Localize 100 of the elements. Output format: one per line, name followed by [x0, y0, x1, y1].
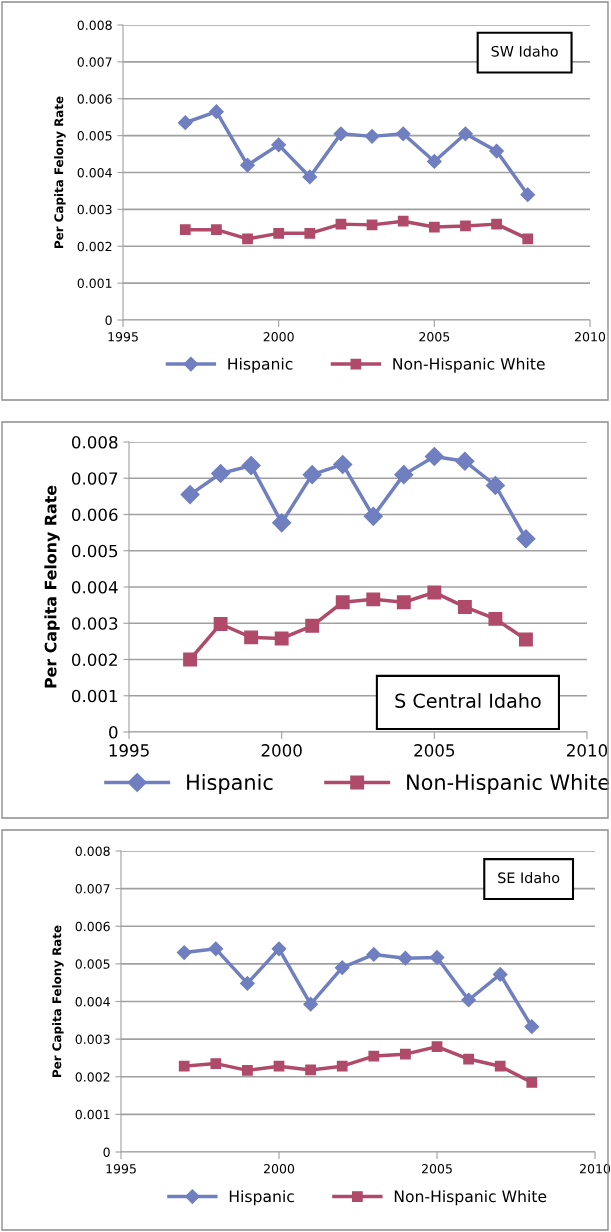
point	[210, 1058, 222, 1069]
y-axis-title: Per Capita Felony Rate	[44, 485, 60, 688]
point	[211, 464, 231, 484]
point	[457, 599, 472, 614]
x-tick-label: 2010	[575, 332, 606, 342]
point	[305, 1064, 316, 1076]
point	[494, 1060, 506, 1072]
point	[180, 485, 200, 505]
point	[524, 1019, 540, 1035]
x-tick-label: 1995	[109, 744, 149, 757]
y-tick-label: 0.001	[75, 1109, 110, 1120]
y-tick-label: 0.005	[75, 959, 110, 969]
y-tick-label: 0	[109, 725, 118, 739]
point	[522, 233, 534, 245]
x-tick-label: 2005	[419, 332, 450, 342]
y-tick-label: 0.003	[71, 617, 118, 630]
point	[179, 224, 191, 236]
point	[272, 513, 292, 533]
point	[335, 218, 347, 230]
annotation: SE Idaho	[498, 872, 560, 884]
x-tick-label: 1995	[106, 1164, 136, 1174]
y-tick-label: 0.007	[71, 472, 118, 485]
point	[177, 115, 193, 131]
point	[431, 1041, 443, 1053]
point	[366, 947, 382, 962]
y-axis-title: Per Capita Felony Rate	[52, 925, 64, 1077]
point	[242, 1064, 253, 1076]
point	[208, 941, 224, 957]
point	[176, 945, 192, 960]
y-tick-label: 0.008	[77, 20, 112, 30]
point	[455, 451, 475, 471]
point	[520, 187, 536, 202]
y-tick-label: 0.005	[71, 544, 118, 558]
point	[488, 611, 503, 626]
point	[489, 143, 504, 159]
point	[428, 221, 440, 233]
x-tick-label: 2005	[414, 744, 455, 757]
legend-label: Non-Hispanic White	[407, 773, 609, 795]
point	[400, 1048, 411, 1060]
point	[463, 1053, 474, 1065]
point	[302, 169, 318, 185]
x-tick-label: 1995	[108, 332, 138, 342]
point	[334, 960, 350, 975]
point	[242, 233, 253, 245]
point	[368, 1050, 380, 1062]
point	[211, 224, 222, 236]
x-tick-label: 2000	[264, 1164, 295, 1174]
point	[394, 465, 414, 485]
x-tick-label: 2010	[580, 1164, 611, 1174]
point	[302, 465, 322, 485]
y-tick-label: 0.006	[71, 508, 118, 522]
point	[333, 126, 349, 142]
point	[366, 219, 378, 231]
point	[303, 996, 318, 1012]
y-tick-label: 0.008	[71, 435, 118, 449]
legend-label: Non-Hispanic White	[393, 357, 545, 373]
point	[273, 1060, 285, 1072]
y-tick-label: 0.001	[77, 278, 112, 289]
legend-label: Non-Hispanic White	[394, 1190, 547, 1206]
point	[271, 941, 287, 957]
point	[427, 585, 442, 600]
y-tick-label: 0.005	[77, 131, 112, 141]
point	[458, 126, 473, 142]
point	[213, 617, 228, 631]
point	[398, 950, 413, 966]
y-tick-label: 0.007	[75, 884, 110, 894]
point	[485, 475, 505, 496]
y-tick-label: 0.006	[77, 94, 112, 104]
legend-label: Hispanic	[187, 773, 273, 795]
y-tick-label: 0.004	[75, 996, 110, 1007]
point	[240, 976, 255, 991]
point	[183, 652, 198, 667]
x-tick-label: 2010	[567, 744, 608, 757]
y-tick-label: 0.002	[77, 241, 112, 252]
x-tick-label: 2000	[261, 744, 302, 757]
y-tick-label: 0.006	[75, 921, 110, 932]
point	[364, 129, 380, 144]
point	[397, 215, 409, 227]
point	[363, 506, 383, 526]
point	[526, 1077, 538, 1088]
y-tick-label: 0.004	[71, 580, 118, 594]
point	[429, 950, 445, 965]
point	[240, 157, 255, 173]
point	[271, 137, 286, 153]
point	[178, 1060, 190, 1072]
point	[274, 631, 289, 646]
point	[209, 104, 224, 119]
point	[491, 218, 502, 230]
y-tick-label: 0	[103, 1147, 110, 1157]
point	[244, 630, 259, 645]
point	[335, 595, 350, 610]
point	[396, 595, 411, 610]
y-tick-label: 0.002	[75, 1072, 110, 1082]
point	[336, 1060, 348, 1072]
point	[395, 126, 411, 142]
y-tick-label: 0.003	[77, 204, 112, 215]
annotation: SW Idaho	[491, 45, 558, 57]
point	[241, 456, 261, 476]
y-tick-label: 0.008	[75, 846, 110, 856]
legend-label: Hispanic	[228, 357, 293, 373]
